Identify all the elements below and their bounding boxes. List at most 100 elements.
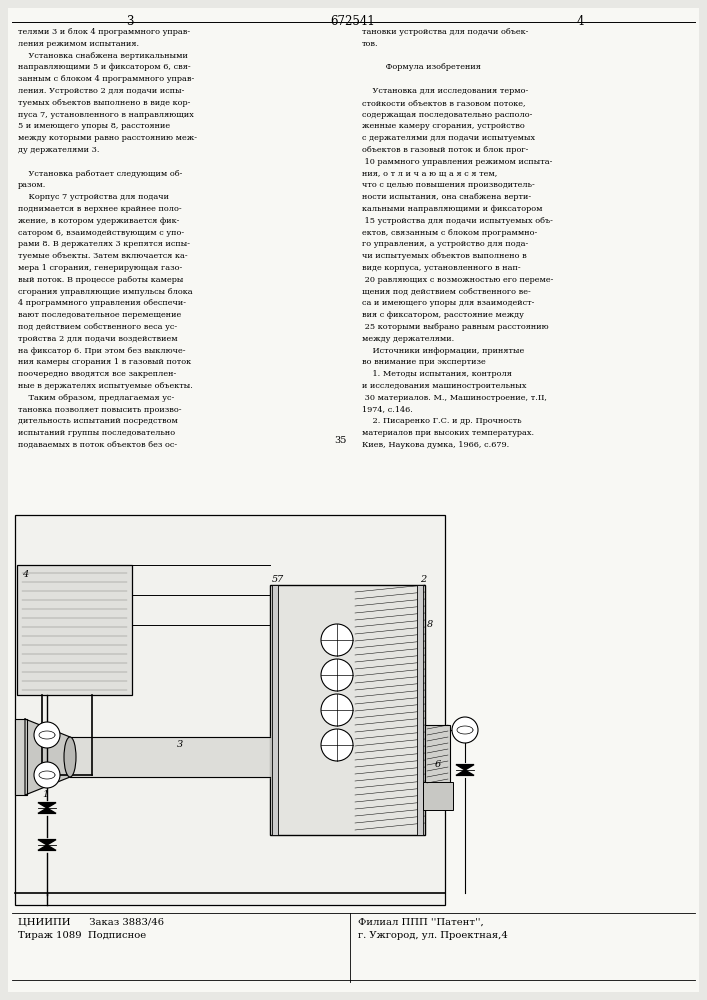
Text: вают последовательное перемещение: вают последовательное перемещение bbox=[18, 311, 181, 319]
Text: Источники информации, принятые: Источники информации, принятые bbox=[362, 347, 525, 355]
Circle shape bbox=[321, 659, 353, 691]
Text: 1. Методы испытания, контроля: 1. Методы испытания, контроля bbox=[362, 370, 512, 378]
Text: 30 материалов. М., Машиностроение, т.II,: 30 материалов. М., Машиностроение, т.II, bbox=[362, 394, 547, 402]
Text: Корпус 7 устройства для подачи: Корпус 7 устройства для подачи bbox=[18, 193, 169, 201]
Circle shape bbox=[321, 729, 353, 761]
Text: рами 8. В держателях 3 крепятся испы-: рами 8. В держателях 3 крепятся испы- bbox=[18, 240, 190, 248]
Text: ектов, связанным с блоком программно-: ектов, связанным с блоком программно- bbox=[362, 229, 537, 237]
Text: туемых объектов выполнено в виде кор-: туемых объектов выполнено в виде кор- bbox=[18, 99, 190, 107]
Text: 2. Писаренко Г.С. и др. Прочность: 2. Писаренко Г.С. и др. Прочность bbox=[362, 417, 522, 425]
Polygon shape bbox=[456, 770, 474, 775]
Bar bbox=[423, 782, 453, 810]
Circle shape bbox=[34, 722, 60, 748]
Text: занным с блоком 4 программного управ-: занным с блоком 4 программного управ- bbox=[18, 75, 194, 83]
Text: 10 раммного управления режимом испыта-: 10 раммного управления режимом испыта- bbox=[362, 158, 552, 166]
Text: Киев, Наукова думка, 1966, с.679.: Киев, Наукова думка, 1966, с.679. bbox=[362, 441, 509, 449]
Text: 3: 3 bbox=[177, 740, 183, 749]
Text: 20 равляющих с возможностью его переме-: 20 равляющих с возможностью его переме- bbox=[362, 276, 554, 284]
Text: 7: 7 bbox=[277, 575, 284, 584]
Text: стойкости объектов в газовом потоке,: стойкости объектов в газовом потоке, bbox=[362, 99, 525, 107]
Circle shape bbox=[321, 624, 353, 656]
Polygon shape bbox=[456, 765, 474, 770]
Text: 25 которыми выбрано равным расстоянию: 25 которыми выбрано равным расстоянию bbox=[362, 323, 549, 331]
Text: с держателями для подачи испытуемых: с держателями для подачи испытуемых bbox=[362, 134, 535, 142]
Text: подаваемых в поток объектов без ос-: подаваемых в поток объектов без ос- bbox=[18, 441, 177, 449]
Text: 5 и имеющего упоры 8, расстояние: 5 и имеющего упоры 8, расстояние bbox=[18, 122, 170, 130]
Text: содержащая последовательно располо-: содержащая последовательно располо- bbox=[362, 111, 532, 119]
Text: 6: 6 bbox=[435, 760, 441, 769]
Text: дительность испытаний посредством: дительность испытаний посредством bbox=[18, 417, 178, 425]
Text: 8: 8 bbox=[427, 620, 433, 629]
Text: 4 программного управления обеспечи-: 4 программного управления обеспечи- bbox=[18, 299, 186, 307]
Text: Таким образом, предлагаемая ус-: Таким образом, предлагаемая ус- bbox=[18, 394, 174, 402]
Text: сатором 6, взаимодействующим с упо-: сатором 6, взаимодействующим с упо- bbox=[18, 229, 184, 237]
Text: 35: 35 bbox=[334, 436, 346, 445]
Text: кальными направляющими и фиксатором: кальными направляющими и фиксатором bbox=[362, 205, 542, 213]
Text: разом.: разом. bbox=[18, 181, 47, 189]
Bar bbox=[15, 719, 27, 795]
Text: женные камеру сгорания, устройство: женные камеру сгорания, устройство bbox=[362, 122, 525, 130]
Text: 15 устройства для подачи испытуемых объ-: 15 устройства для подачи испытуемых объ- bbox=[362, 217, 553, 225]
Text: объектов в газовый поток и блок прог-: объектов в газовый поток и блок прог- bbox=[362, 146, 528, 154]
Bar bbox=[17, 565, 132, 695]
Text: ления. Устройство 2 для подачи испы-: ления. Устройство 2 для подачи испы- bbox=[18, 87, 185, 95]
Text: ления режимом испытания.: ления режимом испытания. bbox=[18, 40, 139, 48]
Circle shape bbox=[34, 762, 60, 788]
Text: щения под действием собственного ве-: щения под действием собственного ве- bbox=[362, 288, 531, 296]
Text: ные в держателях испытуемые объекты.: ные в держателях испытуемые объекты. bbox=[18, 382, 193, 390]
Text: материалов при высоких температурах.: материалов при высоких температурах. bbox=[362, 429, 534, 437]
Text: тановка позволяет повысить произво-: тановка позволяет повысить произво- bbox=[18, 406, 182, 414]
Text: тов.: тов. bbox=[362, 40, 379, 48]
Text: Установка работает следующим об-: Установка работает следующим об- bbox=[18, 170, 182, 178]
Text: ния, о т л и ч а ю щ а я с я тем,: ния, о т л и ч а ю щ а я с я тем, bbox=[362, 170, 498, 178]
Text: 4: 4 bbox=[22, 570, 28, 579]
Ellipse shape bbox=[64, 737, 76, 777]
Text: под действием собственного веса ус-: под действием собственного веса ус- bbox=[18, 323, 177, 331]
Polygon shape bbox=[38, 840, 56, 845]
Text: между которыми равно расстоянию меж-: между которыми равно расстоянию меж- bbox=[18, 134, 197, 142]
Text: чи испытуемых объектов выполнено в: чи испытуемых объектов выполнено в bbox=[362, 252, 527, 260]
Polygon shape bbox=[38, 845, 56, 850]
Text: сгорания управляющие импульсы блока: сгорания управляющие импульсы блока bbox=[18, 288, 192, 296]
Polygon shape bbox=[25, 719, 70, 795]
Text: 5: 5 bbox=[272, 575, 279, 584]
Text: 4: 4 bbox=[576, 15, 584, 28]
Text: тройства 2 для подачи воздействием: тройства 2 для подачи воздействием bbox=[18, 335, 177, 343]
Bar bbox=[417, 585, 423, 835]
Text: испытаний группы последовательно: испытаний группы последовательно bbox=[18, 429, 175, 437]
Text: ЦНИИПИ      Заказ 3883/46: ЦНИИПИ Заказ 3883/46 bbox=[18, 918, 164, 927]
Text: мера 1 сгорания, генерирующая газо-: мера 1 сгорания, генерирующая газо- bbox=[18, 264, 182, 272]
Text: го управления, а устройство для пода-: го управления, а устройство для пода- bbox=[362, 240, 528, 248]
Polygon shape bbox=[38, 808, 56, 813]
Text: ности испытания, она снабжена верти-: ности испытания, она снабжена верти- bbox=[362, 193, 531, 201]
Text: Формула изобретения: Формула изобретения bbox=[362, 63, 481, 71]
Text: Установка снабжена вертикальными: Установка снабжена вертикальными bbox=[18, 52, 188, 60]
Circle shape bbox=[321, 694, 353, 726]
Text: тановки устройства для подачи объек-: тановки устройства для подачи объек- bbox=[362, 28, 528, 36]
Text: и исследования машиностроительных: и исследования машиностроительных bbox=[362, 382, 527, 390]
Bar bbox=[270, 585, 425, 835]
Text: что с целью повышения производитель-: что с целью повышения производитель- bbox=[362, 181, 534, 189]
Text: виде корпуса, установленного в нап-: виде корпуса, установленного в нап- bbox=[362, 264, 520, 272]
Polygon shape bbox=[38, 803, 56, 808]
Text: телями 3 и блок 4 программного управ-: телями 3 и блок 4 программного управ- bbox=[18, 28, 190, 36]
Text: пуса 7, установленного в направляющих: пуса 7, установленного в направляющих bbox=[18, 111, 194, 119]
Text: поочередно вводятся все закреплен-: поочередно вводятся все закреплен- bbox=[18, 370, 176, 378]
Text: жение, в котором удерживается фик-: жение, в котором удерживается фик- bbox=[18, 217, 180, 225]
Text: 1974, с.146.: 1974, с.146. bbox=[362, 406, 413, 414]
Text: направляющими 5 и фиксатором 6, свя-: направляющими 5 и фиксатором 6, свя- bbox=[18, 63, 191, 71]
Text: 2: 2 bbox=[420, 575, 426, 584]
Text: Филиал ППП ''Патент'',: Филиал ППП ''Патент'', bbox=[358, 918, 484, 927]
Text: 672541: 672541 bbox=[331, 15, 375, 28]
Text: вый поток. В процессе работы камеры: вый поток. В процессе работы камеры bbox=[18, 276, 183, 284]
Bar bbox=[425, 725, 450, 785]
Text: туемые объекты. Затем включается ка-: туемые объекты. Затем включается ка- bbox=[18, 252, 187, 260]
Text: 3: 3 bbox=[127, 15, 134, 28]
Text: на фиксатор 6. При этом без выключе-: на фиксатор 6. При этом без выключе- bbox=[18, 347, 185, 355]
Text: 1: 1 bbox=[42, 790, 48, 799]
Text: во внимание при экспертизе: во внимание при экспертизе bbox=[362, 358, 486, 366]
Text: Установка для исследования термо-: Установка для исследования термо- bbox=[362, 87, 528, 95]
Circle shape bbox=[452, 717, 478, 743]
Text: Тираж 1089  Подписное: Тираж 1089 Подписное bbox=[18, 931, 146, 940]
Text: поднимается в верхнее крайнее поло-: поднимается в верхнее крайнее поло- bbox=[18, 205, 182, 213]
